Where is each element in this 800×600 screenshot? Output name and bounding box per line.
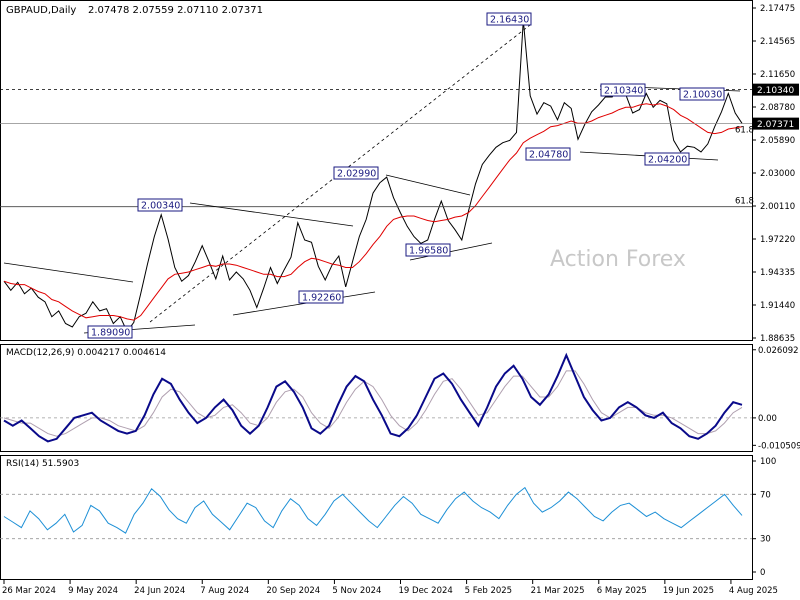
- x-tick-label: 5 Nov 2024: [332, 586, 381, 596]
- chart-symbol-title: GBPAUD,Daily: [6, 5, 76, 16]
- moving-average-line: [3, 103, 743, 321]
- price-label: 2.04200: [648, 155, 687, 166]
- current-price-tag: 2.07371: [757, 120, 794, 130]
- price-y-tick-label: 2.05890: [760, 136, 795, 146]
- x-tick-label: 9 May 2024: [68, 586, 118, 596]
- macd-signal-line: [3, 370, 743, 437]
- fib-61-8-small-label: 61.8: [735, 126, 754, 136]
- price-label: 2.16430: [490, 15, 529, 26]
- price-label: 1.92260: [302, 293, 341, 304]
- price-y-tick-label: 2.03000: [760, 169, 795, 179]
- price-label: 2.10340: [604, 86, 643, 97]
- price-y-tick-label: 2.17475: [760, 4, 795, 14]
- rsi-line: [3, 486, 743, 534]
- price-y-tick-label: 2.11650: [760, 70, 795, 80]
- price-label-box: [87, 325, 133, 339]
- x-tick-label: 24 Jun 2024: [134, 586, 185, 596]
- price-y-tick-label: 2.00110: [760, 202, 795, 212]
- fib-61-8-label: 61.8: [735, 197, 754, 207]
- price-y-tick-label: 2.08780: [760, 103, 795, 113]
- resistance-price-tag-box: [753, 83, 799, 96]
- x-tick-label: 19 Jun 2025: [663, 586, 714, 596]
- price-label-box: [298, 290, 344, 304]
- price-label-box: [486, 12, 532, 26]
- rsi-y-tick-label: 100: [760, 457, 776, 467]
- resistance-price-tag: 2.10340: [757, 86, 794, 96]
- rsi-y-tick-label: 70: [760, 490, 771, 500]
- macd-line: [3, 352, 743, 443]
- rsi-panel: [0, 455, 753, 580]
- x-tick-label: 5 Feb 2025: [465, 586, 512, 596]
- price-label: 2.10030: [683, 90, 722, 101]
- price-label: 2.02990: [337, 169, 376, 180]
- trend-line: [3, 262, 134, 283]
- x-tick-label: 4 Aug 2025: [729, 586, 778, 596]
- rsi-title: RSI(14) 51.5903: [6, 459, 79, 469]
- price-y-tick-label: 2.14565: [760, 37, 795, 47]
- price-label-box: [525, 147, 571, 161]
- price-label: 2.00340: [141, 201, 180, 212]
- price-label-box: [600, 83, 646, 97]
- x-tick-label: 7 Aug 2024: [200, 586, 249, 596]
- rsi-y-tick-label: 30: [760, 535, 771, 545]
- trend-line: [409, 242, 493, 261]
- trend-line: [385, 174, 471, 196]
- price-y-tick-label: 1.88635: [760, 334, 795, 344]
- price-label-box: [137, 198, 183, 212]
- macd-title: MACD(12,26,9) 0.004217 0.004614: [6, 348, 166, 358]
- price-label: 1.96580: [409, 246, 448, 257]
- price-y-tick-label: 1.91440: [760, 301, 795, 311]
- price-label-box: [405, 243, 451, 257]
- price-y-tick-label: 1.94335: [760, 268, 795, 278]
- x-tick-label: 19 Dec 2024: [399, 586, 453, 596]
- price-label-box: [679, 87, 725, 101]
- current-price-tag-box: [753, 117, 799, 130]
- x-tick-label: 26 Mar 2024: [2, 586, 56, 596]
- macd-panel: [0, 344, 753, 452]
- macd-y-tick-label: 0.00: [758, 414, 777, 424]
- x-tick-label: 6 May 2025: [597, 586, 647, 596]
- watermark: Action Forex: [550, 247, 686, 272]
- macd-y-tick-label: -0.010509: [758, 441, 800, 451]
- price-label-box: [333, 166, 379, 180]
- price-y-tick-label: 1.97220: [760, 235, 795, 245]
- macd-y-tick-label: 0.026092: [758, 346, 799, 356]
- x-tick-label: 20 Sep 2024: [266, 586, 320, 596]
- trend-line: [189, 202, 354, 227]
- price-label: 1.89090: [91, 328, 130, 339]
- price-label: 2.04780: [529, 150, 568, 161]
- price-label-box: [644, 152, 690, 166]
- x-tick-label: 21 Mar 2025: [531, 586, 585, 596]
- chart-ohlc-values: 2.07478 2.07559 2.07110 2.07371: [88, 5, 263, 16]
- rsi-y-tick-label: 0: [760, 568, 765, 578]
